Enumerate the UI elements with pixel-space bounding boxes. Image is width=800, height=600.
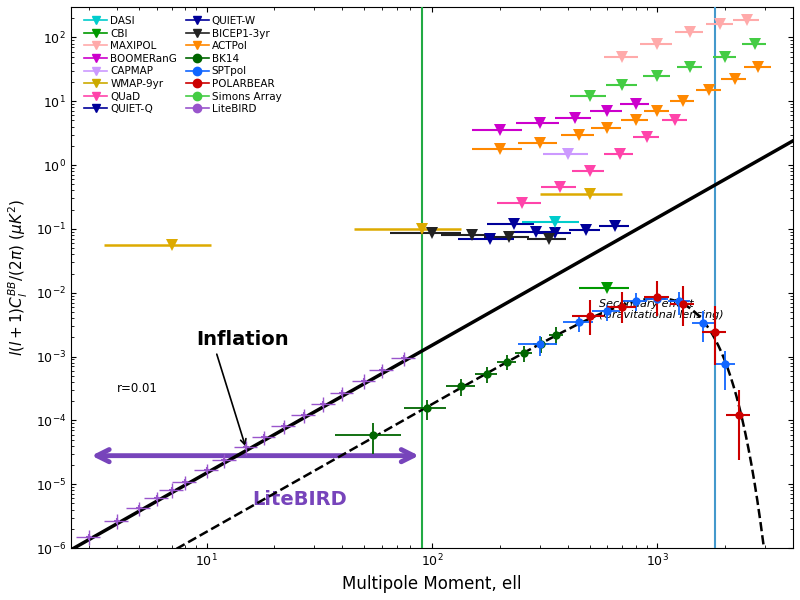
Legend: DASI, CBI, MAXIPOL, BOOMERanG, CAPMAP, WMAP-9yr, QUaD, QUIET-Q, QUIET-W, BICEP1-: DASI, CBI, MAXIPOL, BOOMERanG, CAPMAP, W… (83, 15, 282, 115)
Text: LiteBIRD: LiteBIRD (253, 490, 347, 509)
Text: Inflation: Inflation (196, 331, 289, 349)
X-axis label: Multipole Moment, ell: Multipole Moment, ell (342, 575, 522, 593)
Y-axis label: $l(l+1)C_l^{BB}/(2\pi)$ ($\mu K^2$): $l(l+1)C_l^{BB}/(2\pi)$ ($\mu K^2$) (7, 199, 30, 356)
Text: r=0.01: r=0.01 (117, 382, 158, 395)
Text: Secondary effect
(Gravitational lensing): Secondary effect (Gravitational lensing) (599, 299, 723, 320)
